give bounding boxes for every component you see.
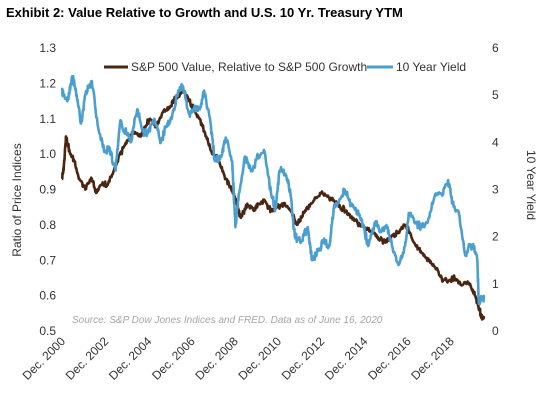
right-tick-label: 3 bbox=[492, 183, 499, 197]
right-tick-label: 2 bbox=[492, 230, 499, 244]
chart-title: Exhibit 2: Value Relative to Growth and … bbox=[6, 5, 403, 20]
left-tick-label: 0.9 bbox=[39, 183, 56, 197]
right-tick-label: 1 bbox=[492, 277, 499, 291]
x-tick-label: Dec. 2008 bbox=[192, 334, 241, 383]
x-tick-label: Dec. 2016 bbox=[365, 334, 414, 383]
left-tick-label: 0.8 bbox=[39, 218, 56, 232]
right-tick-label: 6 bbox=[492, 41, 499, 55]
left-tick-label: 1.2 bbox=[39, 76, 56, 90]
x-tick-label: Dec. 2002 bbox=[63, 334, 112, 383]
legend-label-ten-year-yield: 10 Year Yield bbox=[396, 60, 466, 74]
right-tick-label: 5 bbox=[492, 88, 499, 102]
x-tick-label: Dec. 2018 bbox=[408, 334, 457, 383]
source-note: Source: S&P Dow Jones Indices and FRED. … bbox=[72, 315, 383, 326]
left-axis-label: Ratio of Price Indices bbox=[10, 143, 24, 256]
x-tick-label: Dec. 2010 bbox=[236, 334, 285, 383]
left-tick-label: 1.3 bbox=[39, 41, 56, 55]
right-y-axis: 0 1 2 3 4 5 6 bbox=[492, 41, 499, 338]
legend: S&P 500 Value, Relative to S&P 500 Growt… bbox=[104, 60, 466, 74]
left-tick-label: 0.6 bbox=[39, 289, 56, 303]
left-tick-label: 0.5 bbox=[39, 324, 56, 338]
right-tick-label: 4 bbox=[492, 135, 499, 149]
x-tick-label: Dec. 2012 bbox=[279, 334, 328, 383]
x-tick-label: Dec. 2006 bbox=[149, 334, 198, 383]
series-layer bbox=[60, 74, 486, 321]
left-tick-label: 1.0 bbox=[39, 147, 56, 161]
right-axis-label: 10 Year Yield bbox=[524, 150, 538, 220]
left-y-axis: 0.5 0.6 0.7 0.8 0.9 1.0 1.1 1.2 1.3 bbox=[39, 41, 56, 338]
x-tick-label: Dec. 2004 bbox=[106, 334, 155, 383]
x-tick-label: Dec. 2000 bbox=[20, 334, 69, 383]
right-tick-label: 0 bbox=[492, 324, 499, 338]
x-tick-label: Dec. 2014 bbox=[322, 334, 371, 383]
left-tick-label: 0.7 bbox=[39, 253, 56, 267]
value-growth-ratio-line bbox=[60, 87, 486, 321]
ten-year-yield-line bbox=[60, 74, 486, 306]
left-tick-label: 1.1 bbox=[39, 112, 56, 126]
legend-label-value-growth: S&P 500 Value, Relative to S&P 500 Growt… bbox=[131, 60, 367, 74]
